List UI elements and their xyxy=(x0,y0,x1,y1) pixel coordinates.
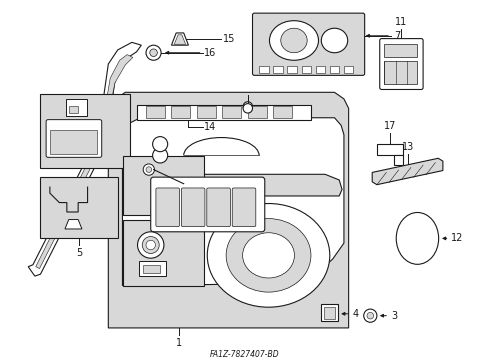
Text: 4: 4 xyxy=(352,309,358,319)
Ellipse shape xyxy=(207,203,329,307)
Ellipse shape xyxy=(269,21,318,60)
Bar xyxy=(41,94,130,168)
Polygon shape xyxy=(174,35,185,44)
Bar xyxy=(287,66,296,73)
Bar xyxy=(329,66,339,73)
Text: 14: 14 xyxy=(204,122,216,132)
Bar xyxy=(143,265,160,273)
Bar xyxy=(384,61,417,84)
Bar xyxy=(324,307,335,319)
Text: 12: 12 xyxy=(450,233,463,243)
Ellipse shape xyxy=(321,28,347,53)
Polygon shape xyxy=(28,42,141,276)
Text: 9: 9 xyxy=(110,108,116,118)
Text: FA1Z-7827407-BD: FA1Z-7827407-BD xyxy=(210,350,279,359)
Circle shape xyxy=(243,104,252,113)
Circle shape xyxy=(143,164,154,175)
Bar xyxy=(171,107,190,118)
Circle shape xyxy=(146,240,155,250)
FancyBboxPatch shape xyxy=(46,120,102,157)
Ellipse shape xyxy=(242,233,294,278)
FancyBboxPatch shape xyxy=(181,188,204,226)
Text: 7: 7 xyxy=(393,31,399,41)
Text: 8: 8 xyxy=(81,177,88,187)
Bar xyxy=(393,156,403,165)
Circle shape xyxy=(149,49,157,57)
Bar xyxy=(50,130,97,154)
Circle shape xyxy=(152,136,167,152)
Circle shape xyxy=(243,102,252,111)
Text: 10: 10 xyxy=(110,97,122,107)
Text: 17: 17 xyxy=(383,121,395,131)
Bar xyxy=(247,107,266,118)
Polygon shape xyxy=(65,220,82,229)
Bar xyxy=(146,107,164,118)
Bar xyxy=(139,261,165,276)
Text: 13: 13 xyxy=(401,142,413,152)
Circle shape xyxy=(366,312,373,319)
Bar xyxy=(321,304,338,321)
Bar xyxy=(301,66,310,73)
FancyBboxPatch shape xyxy=(156,188,179,226)
Text: 5: 5 xyxy=(76,248,82,258)
Ellipse shape xyxy=(280,28,306,53)
Ellipse shape xyxy=(225,219,310,292)
FancyBboxPatch shape xyxy=(206,188,230,226)
Polygon shape xyxy=(36,55,133,269)
Bar xyxy=(197,107,215,118)
Bar xyxy=(376,144,403,156)
Polygon shape xyxy=(371,158,442,185)
Text: 3: 3 xyxy=(390,311,396,321)
Polygon shape xyxy=(122,118,343,285)
Bar xyxy=(273,107,291,118)
Text: 1: 1 xyxy=(176,338,182,348)
Polygon shape xyxy=(108,92,348,328)
Bar xyxy=(136,104,310,120)
Text: 11: 11 xyxy=(394,17,407,27)
Polygon shape xyxy=(136,174,341,196)
Circle shape xyxy=(152,148,167,163)
Bar xyxy=(66,99,86,116)
Bar xyxy=(343,66,353,73)
Bar xyxy=(41,177,118,238)
Bar xyxy=(315,66,325,73)
Circle shape xyxy=(146,167,151,172)
Bar xyxy=(273,66,282,73)
FancyBboxPatch shape xyxy=(379,39,422,90)
FancyBboxPatch shape xyxy=(232,188,255,226)
Bar xyxy=(222,107,241,118)
FancyBboxPatch shape xyxy=(150,177,264,232)
Text: 15: 15 xyxy=(223,33,235,44)
Circle shape xyxy=(146,45,161,60)
Text: 16: 16 xyxy=(204,48,216,58)
Polygon shape xyxy=(171,33,188,45)
Bar xyxy=(259,66,268,73)
Text: 2: 2 xyxy=(183,246,189,256)
Bar xyxy=(384,44,417,58)
Text: 6: 6 xyxy=(163,189,169,199)
Bar xyxy=(123,220,203,285)
Circle shape xyxy=(142,237,159,253)
Ellipse shape xyxy=(395,212,438,264)
Bar xyxy=(69,105,78,113)
Bar xyxy=(123,156,203,215)
Circle shape xyxy=(137,232,163,258)
FancyBboxPatch shape xyxy=(252,13,364,75)
Circle shape xyxy=(363,309,376,322)
